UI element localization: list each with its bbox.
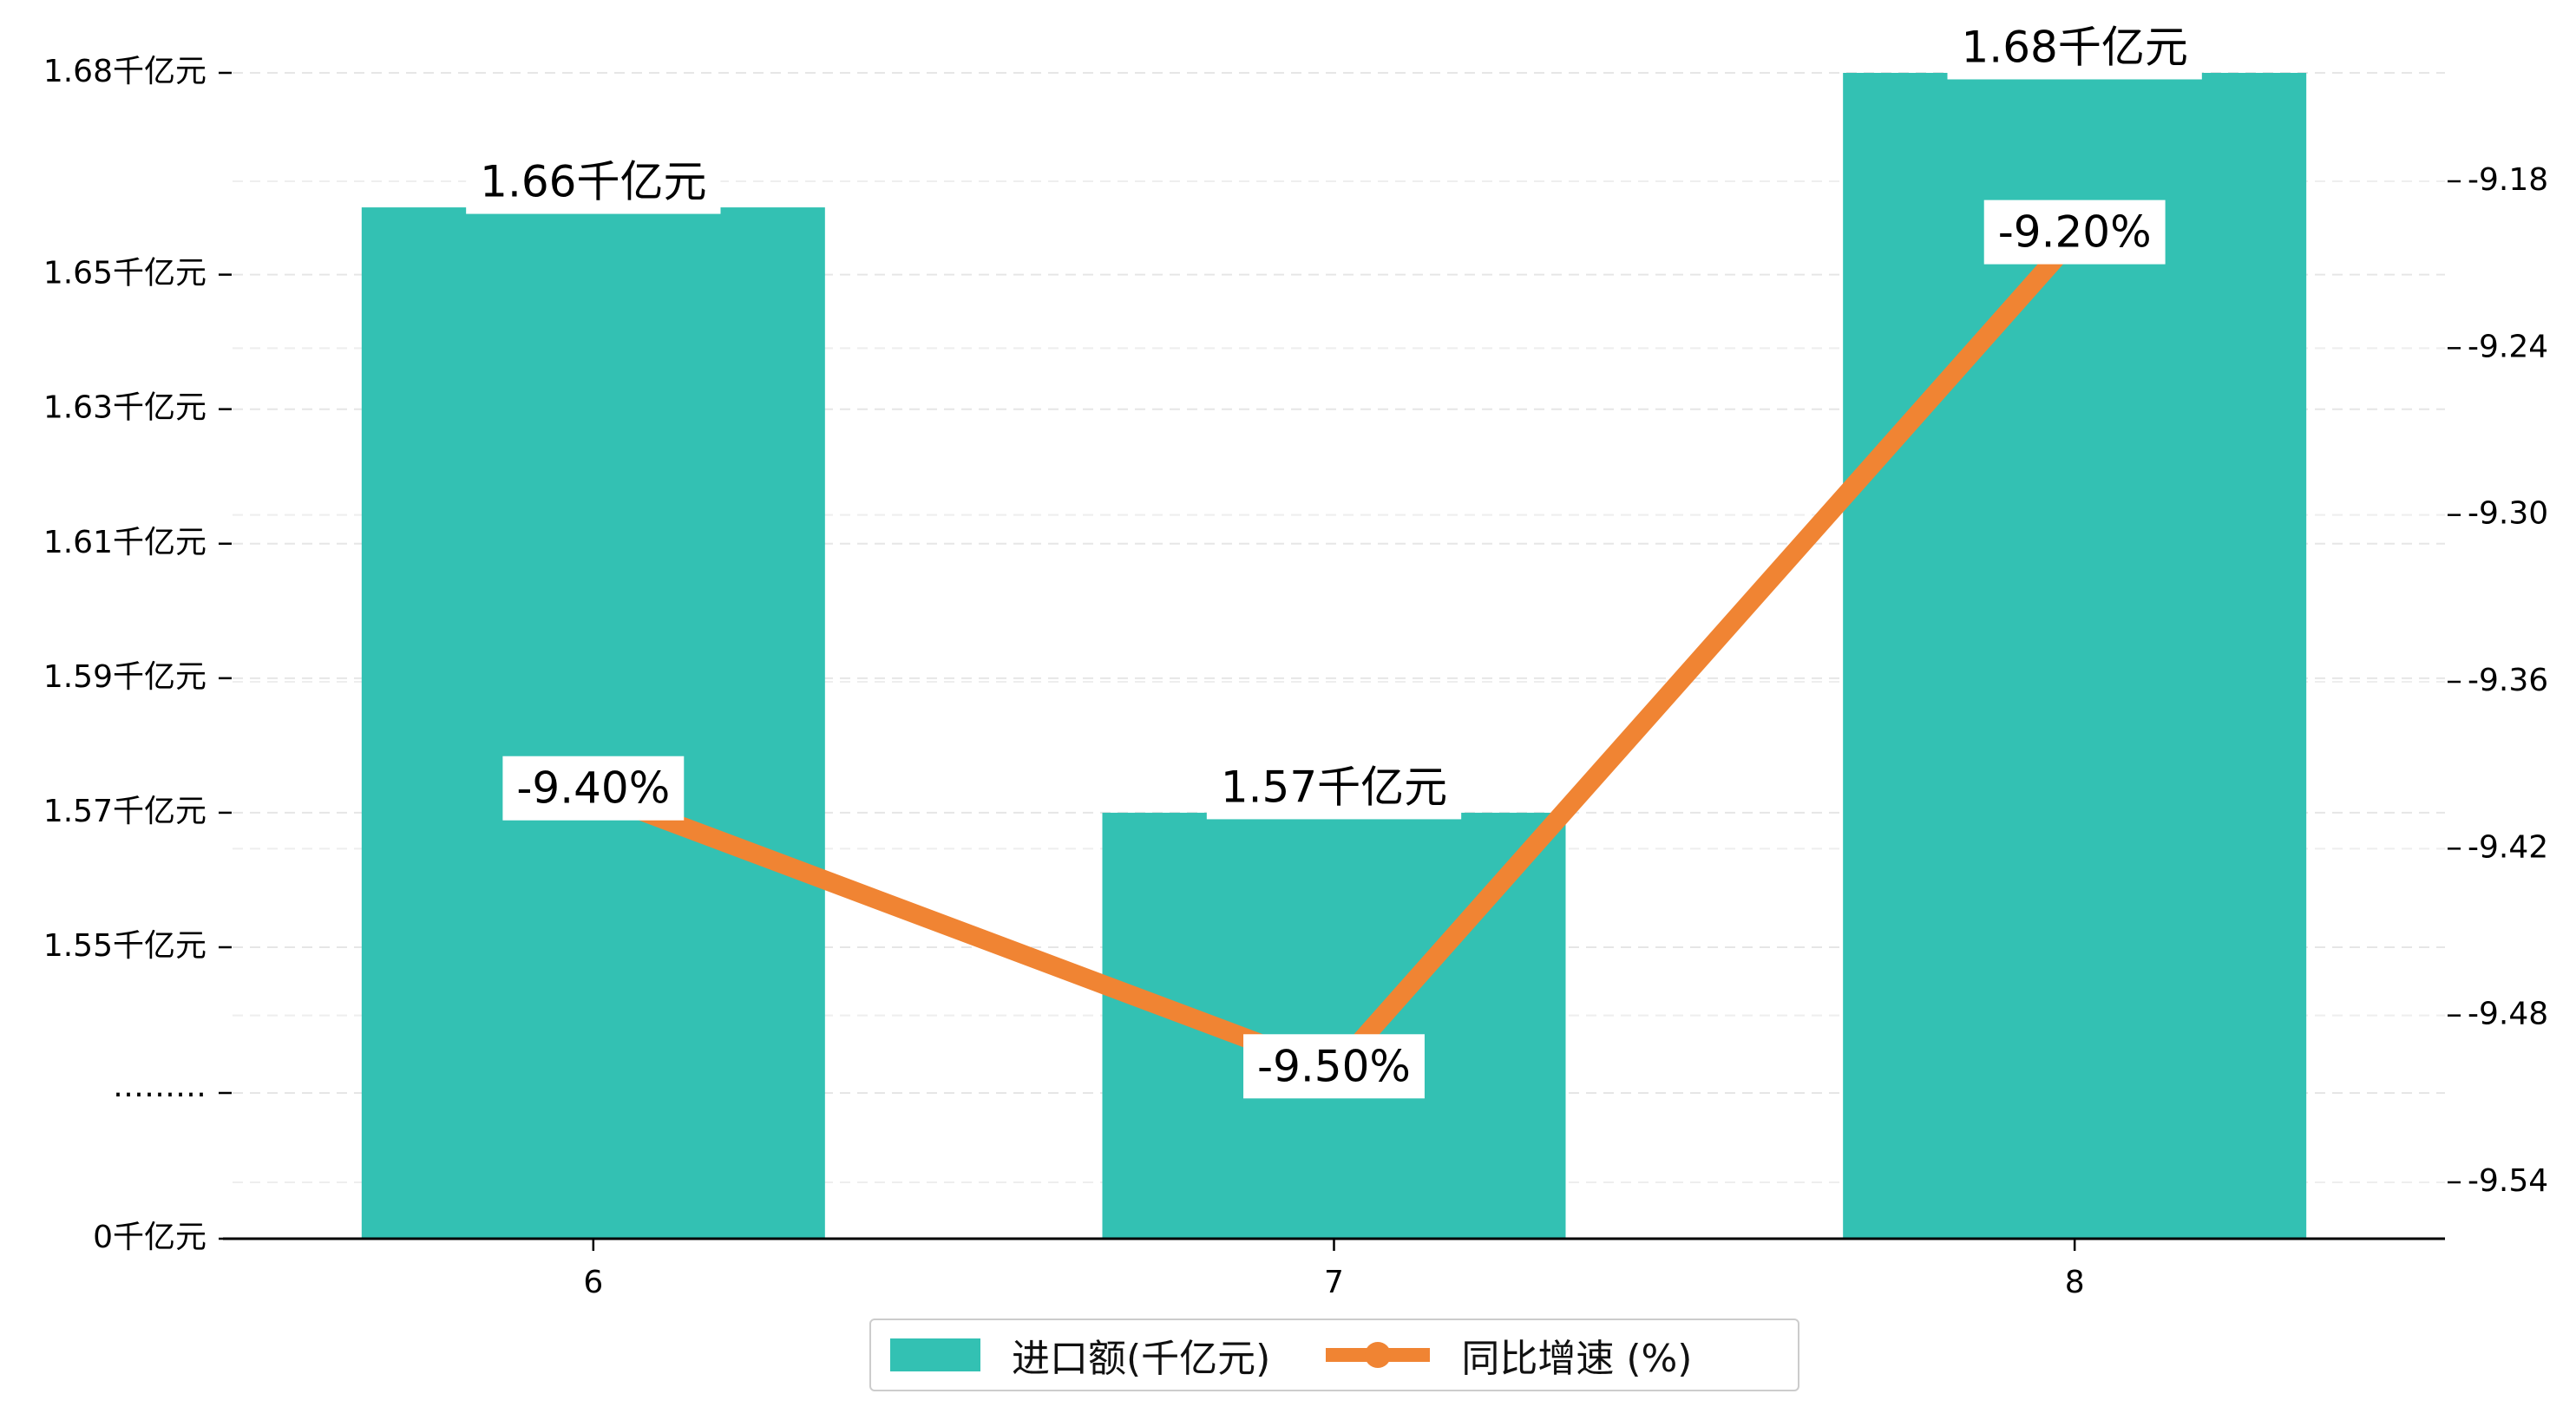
right-tick-label-6: -9.18 <box>2468 162 2548 198</box>
bar-value-label-7: 1.57千亿元 <box>1221 762 1447 812</box>
label-layer: 1.66千亿元 1.57千亿元 1.68千亿元 -9.40% -9.50% -9.20% <box>466 15 2202 1099</box>
right-tick-label-4: -9.30 <box>2468 496 2548 532</box>
left-tick-label-0: 0千亿元 <box>93 1220 206 1255</box>
right-tick-label-2: -9.42 <box>2468 829 2548 865</box>
growth-value-label-6-box <box>502 756 685 821</box>
legend-swatch-line <box>1326 1338 1431 1371</box>
growth-value-label-7-box <box>1243 1034 1425 1099</box>
bar-8 <box>1843 73 2307 1239</box>
growth-value-label-7-group: -9.50% <box>1243 1034 1425 1099</box>
legend-label-growth: 同比增速 (%) <box>1461 1337 1693 1381</box>
bar-layer <box>361 73 2307 1240</box>
right-tick-label-3: -9.36 <box>2468 663 2548 698</box>
bar-value-label-6: 1.66千亿元 <box>480 157 706 207</box>
growth-value-label-6: -9.40% <box>516 763 670 814</box>
x-tick-label-7: 7 <box>1324 1265 1344 1300</box>
bar-value-label-7-group: 1.57千亿元 <box>1206 755 1462 820</box>
bar-value-label-6-box <box>466 149 721 214</box>
left-tick-label-5: 1.63千亿元 <box>43 390 206 426</box>
bar-value-label-8-box <box>1947 15 2202 80</box>
left-axis-break-label: ……… <box>113 1069 206 1104</box>
left-tick-label-3: 1.59千亿元 <box>43 659 206 695</box>
right-tick-label-5: -9.24 <box>2468 329 2548 364</box>
growth-value-label-8-box <box>1983 200 2166 265</box>
left-tick-label-6: 1.65千亿元 <box>43 256 206 291</box>
left-tick-label-2: 1.57千亿元 <box>43 794 206 829</box>
legend: 进口额(千亿元) 同比增速 (%) <box>869 1319 1799 1391</box>
right-tick-label-1: -9.48 <box>2468 997 2548 1032</box>
x-tick-label-6: 6 <box>583 1265 603 1300</box>
growth-value-label-6-group: -9.40% <box>502 756 685 821</box>
growth-value-label-8-group: -9.20% <box>1983 200 2166 265</box>
right-tick-label-0: -9.54 <box>2468 1163 2548 1199</box>
bar-value-label-8-group: 1.68千亿元 <box>1947 15 2202 80</box>
legend-swatch-bar <box>890 1338 980 1371</box>
left-tick-label-4: 1.61千亿元 <box>43 525 206 560</box>
left-tick-label-1: 1.55千亿元 <box>43 928 206 964</box>
bar-value-label-7-box <box>1206 755 1462 820</box>
bar-value-label-6-group: 1.66千亿元 <box>466 149 721 214</box>
bar-value-label-8: 1.68千亿元 <box>1962 23 2188 73</box>
left-tick-label-7: 1.68千亿元 <box>43 54 206 89</box>
legend-label-import: 进口额(千亿元) <box>1012 1337 1271 1381</box>
growth-value-label-7: -9.50% <box>1257 1041 1411 1091</box>
legend-item-import: 进口额(千亿元) <box>890 1327 1270 1383</box>
axis-layer: 0千亿元 1.55千亿元 1.57千亿元 1.59千亿元 1.61千亿元 1.63千亿元 1… <box>43 54 2548 1300</box>
growth-value-label-8: -9.20% <box>1998 207 2152 258</box>
bar-6 <box>361 207 825 1240</box>
legend-item-growth: 同比增速 (%) <box>1326 1327 1692 1383</box>
x-tick-label-8: 8 <box>2065 1265 2085 1300</box>
